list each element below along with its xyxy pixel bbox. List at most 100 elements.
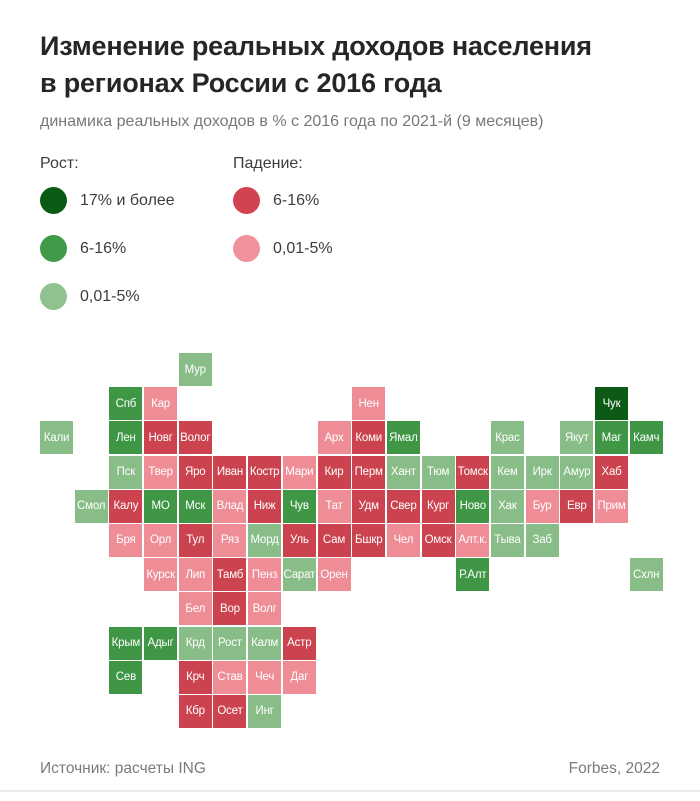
source-note: Источник: расчеты ING [40,760,206,777]
decline-0-5-dot-icon [233,235,260,262]
title-line-1: Изменение реальных доходов населения [40,31,592,61]
legend-item: 6-16% [233,187,333,214]
region-tile: Омск [421,523,455,557]
region-tile: Ряз [213,523,247,557]
region-tile: Астр [282,626,316,660]
region-tile: Бур [525,489,559,523]
region-tile: Кург [421,489,455,523]
region-tile: Удм [352,489,386,523]
region-tile: Алт.к. [456,523,490,557]
region-tile: Р.Алт [456,558,490,592]
region-tile: Камч [629,421,663,455]
region-tile: Калм [248,626,282,660]
title-line-2: в регионах России с 2016 года [40,68,442,98]
region-tile: Кбр [178,694,212,728]
region-tile: Орен [317,558,351,592]
legend-item-label: 17% и более [80,191,175,209]
region-tile: Калу [109,489,143,523]
region-tile: Адыг [144,626,178,660]
region-tile: Мари [282,455,316,489]
region-tile: Тыва [490,523,524,557]
region-tile: Даг [282,660,316,694]
region-tile: Пенз [248,558,282,592]
region-tile: Мск [178,489,212,523]
region-tile: Тамб [213,558,247,592]
region-tile: Прим [595,489,628,523]
legend-item-label: 6-16% [80,239,127,257]
region-tile: Влад [213,489,247,523]
legend-growth-heading: Рост: [40,155,79,172]
tile-map: Мур Спб Кар Нен Чук Кали Лен Новг Волог Арх Коми Ям… [40,353,663,728]
region-tile: Хак [490,489,524,523]
region-tile: Волог [178,421,212,455]
region-tile: Ново [456,489,490,523]
legend-item: 0,01-5% [40,283,175,310]
legend-item-label: 0,01-5% [273,239,333,257]
region-tile: Кар [144,387,178,421]
region-tile: Крым [109,626,143,660]
region-tile: Уль [282,523,316,557]
legend-item: 6-16% [40,235,175,262]
region-tile: Евр [560,489,594,523]
region-tile: Свер [386,489,420,523]
region-tile: Сарат [282,558,316,592]
legend-item-label: 6-16% [273,191,320,209]
region-tile: Хант [386,455,420,489]
region-tile: Вор [213,592,247,626]
region-tile: Пск [109,455,143,489]
region-tile: Волг [248,592,282,626]
bottom-divider [0,790,700,792]
region-tile: Спб [109,387,143,421]
region-tile: Мур [178,353,212,386]
region-tile: Курск [144,558,178,592]
growth-6-16-dot-icon [40,235,67,262]
region-tile: Лип [178,558,212,592]
region-tile: Бря [109,523,143,557]
page-title: Изменение реальных доходов населения в р… [40,28,592,102]
legend-growth-column: Рост: 17% и более 6-16% 0,01-5% [40,155,175,331]
region-tile: Бшкр [352,523,386,557]
region-tile: Ирк [525,455,559,489]
region-tile: Чув [282,489,316,523]
growth-17plus-dot-icon [40,187,67,214]
region-tile: Тюм [421,455,455,489]
region-tile: Бел [178,592,212,626]
region-tile: Крч [178,660,212,694]
region-tile: Крас [490,421,524,455]
region-tile: Перм [352,455,386,489]
region-tile: Ямал [386,421,420,455]
region-tile: Осет [213,694,247,728]
region-tile: Арх [317,421,351,455]
legend-item: 17% и более [40,187,175,214]
region-tile: Костр [248,455,282,489]
region-tile: Нен [352,387,386,421]
region-tile: Морд [248,523,282,557]
footer: Источник: расчеты ING Forbes, 2022 [40,760,660,778]
region-tile: Смол [74,489,108,523]
region-tile: МО [144,489,178,523]
region-tile: Схлн [629,558,663,592]
region-tile: Новг [144,421,178,455]
region-tile: Кали [40,421,73,455]
legend-item: 0,01-5% [233,235,333,262]
decline-6-16-dot-icon [233,187,260,214]
region-tile: Крд [178,626,212,660]
legend-item-label: 0,01-5% [80,287,140,305]
legend-decline-heading: Падение: [233,155,303,172]
region-tile: Тул [178,523,212,557]
region-tile: Иван [213,455,247,489]
region-tile: Сам [317,523,351,557]
region-tile: Томск [456,455,490,489]
region-tile: Твер [144,455,178,489]
region-tile: Чук [595,387,628,421]
region-tile: Хаб [595,455,628,489]
region-tile: Ниж [248,489,282,523]
region-tile: Амур [560,455,594,489]
region-tile: Заб [525,523,559,557]
region-tile: Маг [595,421,628,455]
page-subtitle: динамика реальных доходов в % с 2016 год… [40,113,544,130]
region-tile: Якут [560,421,594,455]
growth-0-5-dot-icon [40,283,67,310]
region-tile: Орл [144,523,178,557]
